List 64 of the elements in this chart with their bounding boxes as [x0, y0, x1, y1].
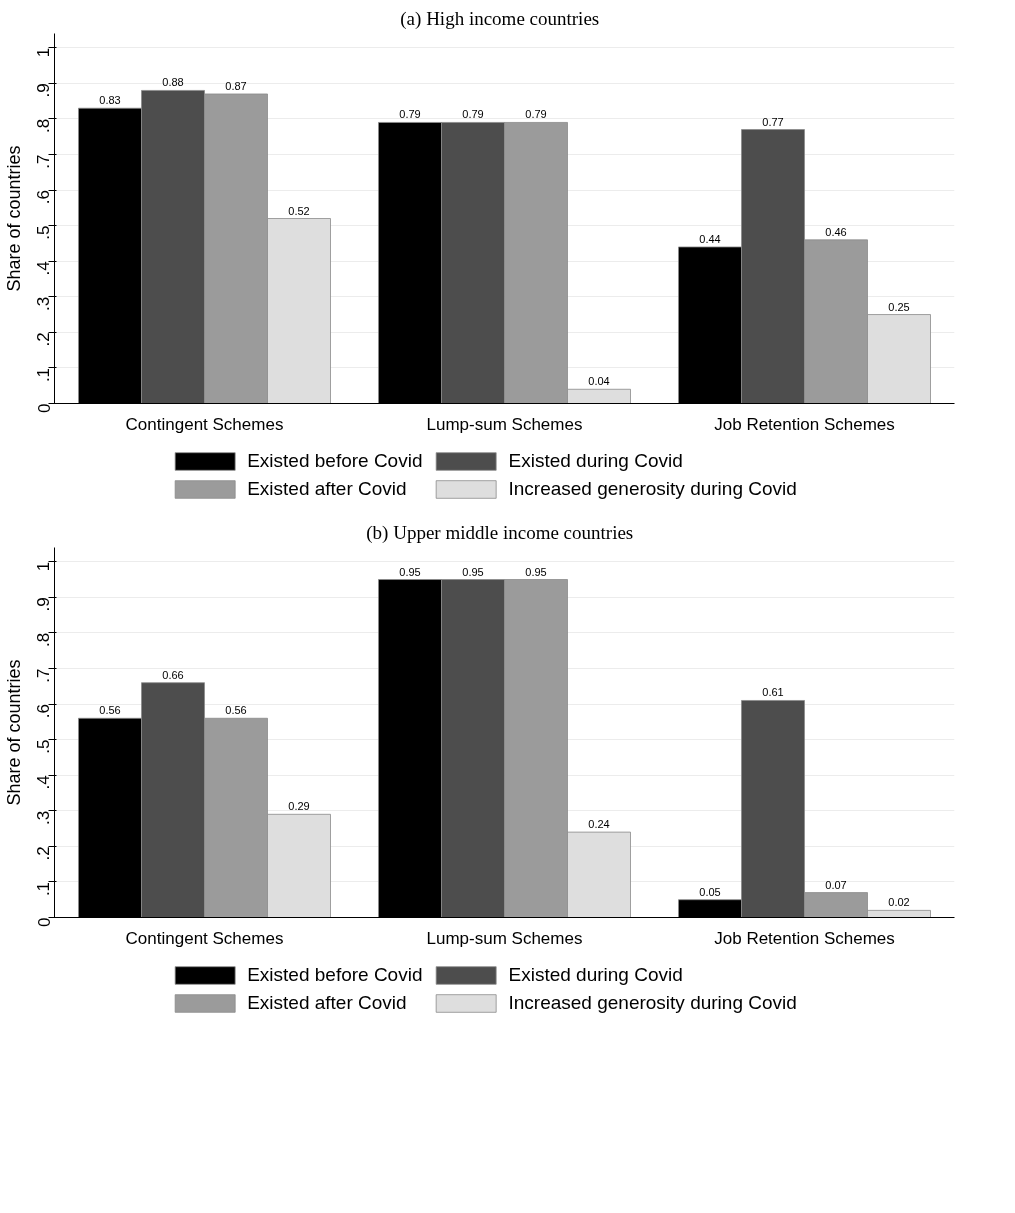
data-label: 0.25: [888, 300, 910, 313]
y-tick-label: .9: [34, 597, 54, 612]
data-label: 0.44: [699, 232, 721, 245]
data-label: 0.79: [399, 108, 421, 121]
data-label: 0.52: [288, 204, 310, 217]
y-tick-label: .1: [34, 881, 54, 897]
legend-label: Existed during Covid: [508, 450, 683, 472]
data-label: 0.87: [225, 79, 247, 92]
y-tick-label: 0: [34, 917, 54, 927]
x-tick-label: Job Retention Schemes: [714, 414, 895, 434]
y-tick-label: .4: [34, 261, 54, 276]
data-label: 0.29: [288, 800, 310, 813]
data-label: 0.79: [462, 108, 484, 121]
data-label: 0.07: [825, 878, 847, 891]
y-tick-label: .4: [34, 775, 54, 790]
y-tick-label: .7: [34, 668, 54, 683]
y-axis-title: Share of countries: [3, 145, 24, 292]
y-tick-label: .6: [34, 704, 54, 719]
data-label: 0.95: [462, 565, 484, 578]
legend-label: Increased generosity during Covid: [508, 478, 797, 500]
x-tick-label: Lump-sum Schemes: [426, 414, 583, 434]
y-tick-label: 0: [34, 403, 54, 413]
x-tick-label: Job Retention Schemes: [714, 928, 895, 948]
y-axis-title: Share of countries: [3, 659, 24, 806]
legend-label: Existed after Covid: [247, 478, 407, 500]
data-label: 0.46: [825, 225, 847, 238]
y-tick-label: .5: [34, 225, 54, 240]
data-label: 0.56: [99, 704, 121, 717]
x-tick-label: Contingent Schemes: [125, 414, 284, 434]
legend-label: Existed before Covid: [247, 964, 423, 986]
data-label: 0.79: [525, 108, 547, 121]
data-label: 0.95: [525, 565, 547, 578]
x-tick-label: Lump-sum Schemes: [426, 928, 583, 948]
legend-label: Existed before Covid: [247, 450, 423, 472]
data-label: 0.88: [162, 76, 184, 89]
data-label: 0.04: [588, 375, 610, 388]
data-label: 0.77: [762, 115, 784, 128]
x-tick-label: Contingent Schemes: [125, 928, 284, 948]
y-tick-label: .5: [34, 739, 54, 754]
y-tick-label: .9: [34, 83, 54, 98]
y-tick-label: .3: [34, 810, 54, 825]
y-tick-label: .8: [34, 632, 54, 648]
y-tick-label: .7: [34, 154, 54, 169]
data-label: 0.02: [888, 896, 910, 909]
legend-label: Increased generosity during Covid: [508, 992, 797, 1014]
chart-title: (b) Upper middle income countries: [366, 521, 634, 544]
data-label: 0.95: [399, 565, 421, 578]
y-tick-label: .3: [34, 296, 54, 311]
data-label: 0.61: [762, 686, 784, 699]
y-tick-label: .2: [34, 846, 54, 861]
data-label: 0.66: [162, 668, 184, 681]
data-label: 0.56: [225, 704, 247, 717]
y-tick-label: .6: [34, 190, 54, 205]
y-tick-label: 1: [34, 561, 54, 572]
y-tick-label: 1: [34, 47, 54, 58]
chart-title: (a) High income countries: [400, 7, 600, 30]
legend-label: Existed during Covid: [508, 964, 683, 986]
data-label: 0.24: [588, 818, 610, 831]
legend-label: Existed after Covid: [247, 992, 407, 1014]
data-label: 0.05: [699, 885, 721, 898]
y-tick-label: .8: [34, 118, 54, 134]
y-tick-label: .2: [34, 332, 54, 347]
data-label: 0.83: [99, 94, 121, 107]
y-tick-label: .1: [34, 367, 54, 383]
